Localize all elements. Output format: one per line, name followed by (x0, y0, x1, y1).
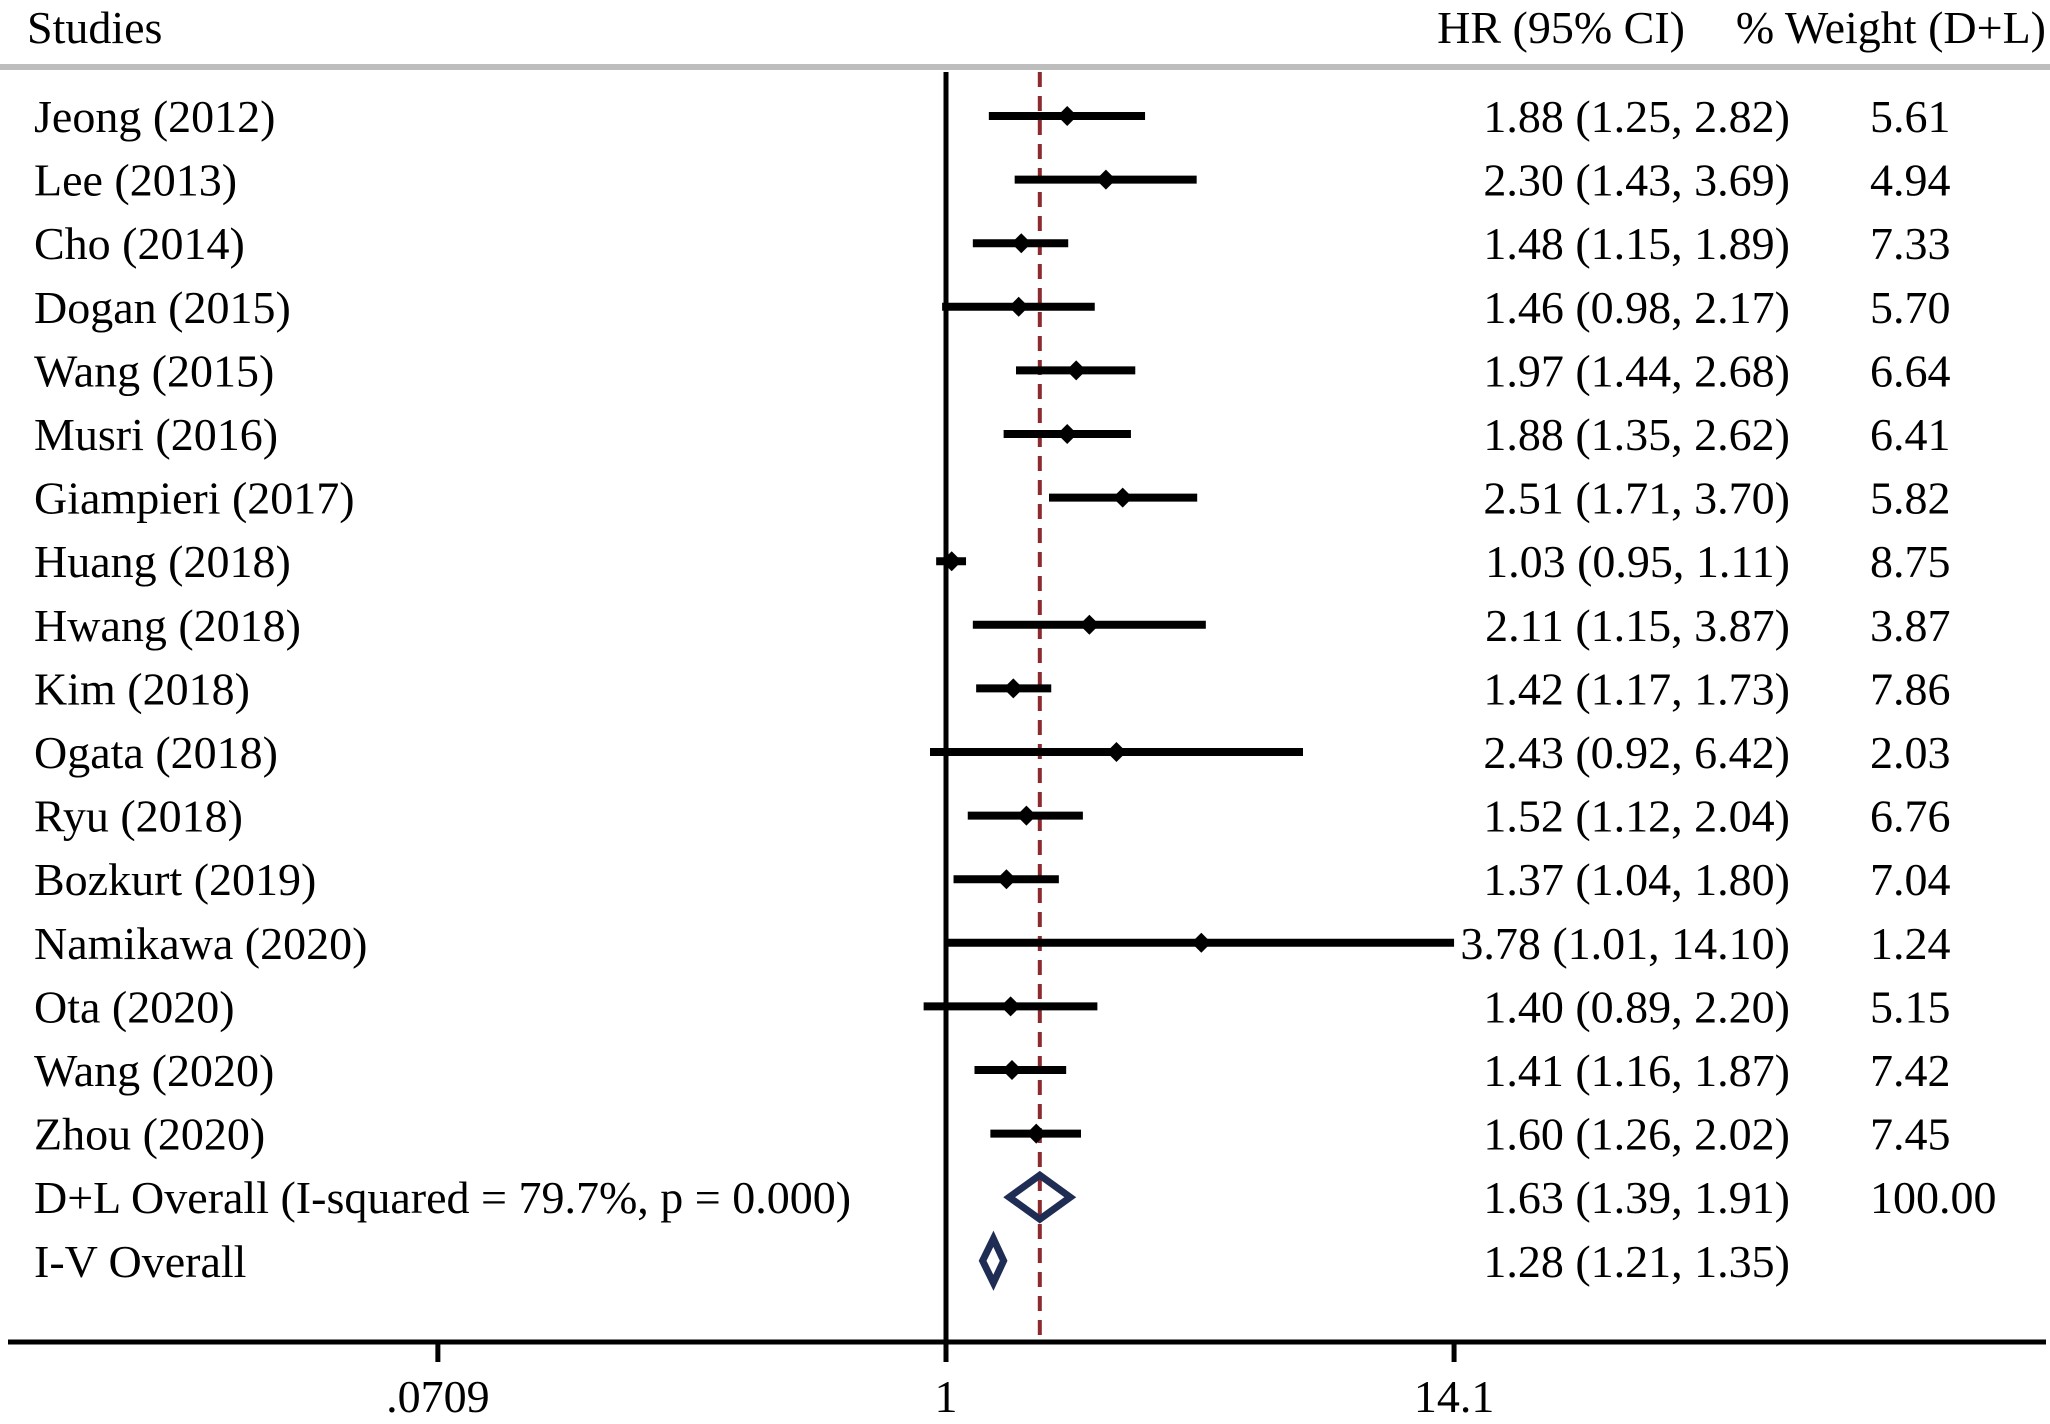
point-estimate-marker (996, 869, 1017, 890)
point-estimate-marker (1008, 296, 1029, 317)
study-label: Jeong (2012) (34, 91, 275, 142)
point-estimate-marker (1106, 742, 1127, 762)
point-estimate-marker (1095, 169, 1116, 190)
weight-value: 7.42 (1870, 1045, 1951, 1096)
point-estimate-marker (1191, 932, 1212, 953)
point-estimate-marker (1079, 614, 1100, 635)
x-tick-label: 1 (935, 1371, 958, 1419)
hr-ci-value: 1.97 (1.44, 2.68) (1483, 345, 1790, 396)
hr-ci-value: 2.11 (1.15, 3.87) (1485, 600, 1790, 651)
study-label: Hwang (2018) (34, 600, 301, 651)
header-weight: % Weight (D+L) (1736, 2, 2046, 53)
weight-value: 7.33 (1870, 218, 1951, 269)
weight-value: 100.00 (1870, 1172, 1997, 1223)
study-label: Ryu (2018) (34, 791, 243, 842)
study-label: Ogata (2018) (34, 727, 278, 778)
weight-value: 5.15 (1870, 981, 1951, 1032)
weight-value: 7.86 (1870, 663, 1951, 714)
hr-ci-value: 2.43 (0.92, 6.42) (1483, 727, 1790, 778)
hr-ci-value: 1.48 (1.15, 1.89) (1483, 218, 1790, 269)
overall-label: D+L Overall (I-squared = 79.7%, p = 0.00… (34, 1172, 851, 1223)
weight-value: 1.24 (1870, 918, 1951, 969)
hr-ci-value: 1.60 (1.26, 2.02) (1483, 1109, 1790, 1160)
overall-diamond (1003, 1170, 1077, 1224)
point-estimate-marker (1057, 106, 1078, 126)
hr-ci-value: 1.28 (1.21, 1.35) (1483, 1236, 1790, 1287)
x-tick-label: 14.1 (1414, 1371, 1495, 1419)
study-label: Wang (2020) (34, 1045, 274, 1096)
hr-ci-value: 1.46 (0.98, 2.17) (1483, 282, 1790, 333)
header-studies: Studies (27, 2, 162, 53)
weight-value: 5.61 (1870, 91, 1951, 142)
weight-value: 7.45 (1870, 1109, 1951, 1160)
header-hr: HR (95% CI) (1437, 2, 1685, 53)
hr-ci-value: 1.03 (0.95, 1.11) (1485, 536, 1790, 587)
point-estimate-marker (1001, 1060, 1022, 1080)
x-tick-label: .0709 (386, 1371, 490, 1419)
study-label: Namikawa (2020) (34, 918, 367, 969)
hr-ci-value: 1.88 (1.25, 2.82) (1483, 91, 1790, 142)
point-estimate-marker (1000, 996, 1021, 1017)
study-label: Musri (2016) (34, 409, 278, 460)
study-label: Giampieri (2017) (34, 473, 355, 524)
point-estimate-marker (1011, 233, 1032, 254)
x-axis: .0709 1 14.1 (8, 1339, 2046, 1422)
point-estimate-marker (1112, 487, 1133, 508)
hr-ci-value: 1.40 (0.89, 2.20) (1483, 981, 1790, 1032)
study-label: Kim (2018) (34, 663, 250, 714)
study-label: Bozkurt (2019) (34, 854, 316, 905)
hr-ci-value: 1.63 (1.39, 1.91) (1483, 1172, 1790, 1223)
point-estimate-marker (1026, 1123, 1047, 1144)
hr-ci-value: 3.78 (1.01, 14.10) (1460, 918, 1790, 969)
weight-value: 3.87 (1870, 600, 1951, 651)
hr-ci-value: 1.42 (1.17, 1.73) (1483, 663, 1790, 714)
plot-marks (923, 72, 1455, 1342)
weight-value: 6.64 (1870, 345, 1951, 396)
point-estimate-marker (941, 551, 962, 572)
study-rows: Jeong (2012) 1.88 (1.25, 2.82) 5.61 Lee (20… (34, 91, 1997, 1287)
study-label: Ota (2020) (34, 981, 235, 1032)
weight-value: 4.94 (1870, 155, 1951, 206)
weight-value: 5.70 (1870, 282, 1951, 333)
study-label: Dogan (2015) (34, 282, 291, 333)
study-label: Zhou (2020) (34, 1109, 265, 1160)
overall-label: I-V Overall (34, 1236, 246, 1287)
hr-ci-value: 1.41 (1.16, 1.87) (1483, 1045, 1790, 1096)
hr-ci-value: 1.88 (1.35, 2.62) (1483, 409, 1790, 460)
study-label: Wang (2015) (34, 345, 274, 396)
study-label: Huang (2018) (34, 536, 291, 587)
hr-ci-value: 2.51 (1.71, 3.70) (1483, 473, 1790, 524)
weight-value: 6.76 (1870, 791, 1951, 842)
hr-ci-value: 1.37 (1.04, 1.80) (1483, 854, 1790, 905)
hr-ci-value: 2.30 (1.43, 3.69) (1483, 155, 1790, 206)
weight-value: 6.41 (1870, 409, 1951, 460)
point-estimate-marker (1057, 424, 1078, 444)
overall-diamond (978, 1230, 1008, 1291)
point-estimate-marker (1003, 678, 1024, 699)
weight-value: 2.03 (1870, 727, 1951, 778)
weight-value: 8.75 (1870, 536, 1951, 587)
study-label: Lee (2013) (34, 155, 237, 206)
weight-value: 7.04 (1870, 854, 1951, 905)
point-estimate-marker (1016, 805, 1037, 826)
point-estimate-marker (1066, 360, 1087, 381)
study-label: Cho (2014) (34, 218, 245, 269)
hr-ci-value: 1.52 (1.12, 2.04) (1483, 791, 1790, 842)
weight-value: 5.82 (1870, 473, 1951, 524)
